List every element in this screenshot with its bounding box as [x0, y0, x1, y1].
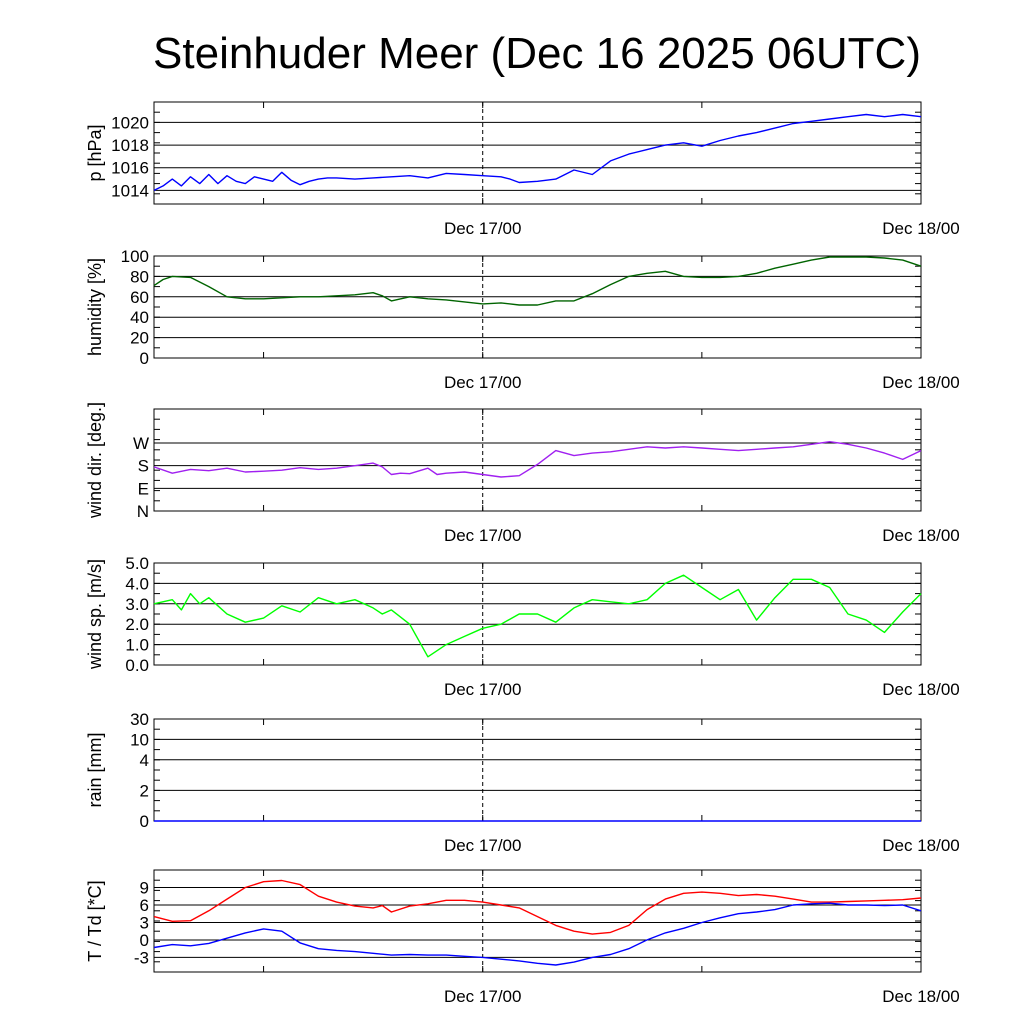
y-tick-label: 40 [130, 308, 149, 327]
y-tick-label: -3 [134, 948, 149, 967]
chart-title: Steinhuder Meer (Dec 16 2025 06UTC) [153, 29, 921, 78]
plot-frame [153, 718, 922, 822]
y-tick-label: 1014 [111, 181, 149, 200]
series-line-1 [153, 113, 922, 192]
y-tick-label: 1.0 [125, 636, 149, 655]
y-tick-label: 20 [130, 329, 149, 348]
plot-frame [153, 869, 922, 973]
y-tick-label: 60 [130, 288, 149, 307]
y-axis-label: T / Td [*C] [85, 880, 105, 961]
y-tick-label: 4 [140, 751, 149, 770]
y-axis-label: humidity [%] [85, 258, 105, 356]
x-tick-label: Dec 17/00 [444, 680, 522, 699]
x-tick-label: Dec 17/00 [444, 836, 522, 855]
y-tick-label: 9 [140, 878, 149, 897]
y-axis-label: wind sp. [m/s] [85, 559, 105, 670]
series-line-1 [153, 574, 922, 658]
plot-frame [153, 101, 922, 205]
y-tick-label: 2.0 [125, 615, 149, 634]
y-tick-label: 4.0 [125, 574, 149, 593]
y-tick-label: 3.0 [125, 595, 149, 614]
y-axis-label: p [hPa] [85, 124, 105, 181]
y-tick-label: 0 [140, 931, 149, 950]
x-tick-label: Dec 18/00 [882, 987, 960, 1006]
x-tick-label: Dec 17/00 [444, 526, 522, 545]
x-tick-label: Dec 17/00 [444, 373, 522, 392]
y-tick-label: 0 [140, 349, 149, 368]
plot-frame [153, 408, 922, 512]
series-line-1 [153, 441, 922, 478]
y-tick-label: 10 [130, 730, 149, 749]
series-line-2 [153, 902, 922, 966]
plot-frame [153, 562, 922, 666]
y-tick-label: 1020 [111, 113, 149, 132]
x-tick-label: Dec 18/00 [882, 680, 960, 699]
y-tick-label: 0.0 [125, 656, 149, 675]
y-tick-label: 5.0 [125, 554, 149, 573]
x-tick-label: Dec 18/00 [882, 373, 960, 392]
x-tick-label: Dec 17/00 [444, 987, 522, 1006]
panel-4: 0.01.0 2.03.0 4.05.0 wind sp. [m/s] Dec 17/0… [85, 554, 960, 699]
y-tick-label: S [138, 457, 149, 476]
y-tick-label: 1018 [111, 136, 149, 155]
y-tick-label: 3 [140, 913, 149, 932]
series-line-1 [153, 256, 922, 306]
y-tick-label: N [137, 502, 149, 521]
plot-frame [153, 255, 922, 359]
y-tick-label: W [133, 434, 149, 453]
y-axis-label: rain [mm] [85, 732, 105, 807]
x-tick-label: Dec 18/00 [882, 526, 960, 545]
x-tick-label: Dec 17/00 [444, 219, 522, 238]
y-tick-label: 2 [140, 781, 149, 800]
y-tick-label: 30 [130, 710, 149, 729]
y-axis-label: wind dir. [deg.] [85, 402, 105, 519]
y-tick-label: 1016 [111, 159, 149, 178]
panel-1: 1014 1016 1018 1020 p [hPa] Dec 17/00 Dec 18/0… [85, 101, 960, 238]
x-tick-label: Dec 18/00 [882, 836, 960, 855]
series-line-1 [153, 879, 922, 935]
y-tick-label: 100 [121, 247, 149, 266]
x-tick-label: Dec 18/00 [882, 219, 960, 238]
y-tick-label: 6 [140, 896, 149, 915]
y-tick-label: 0 [140, 812, 149, 831]
y-tick-label: 80 [130, 267, 149, 286]
y-tick-label: E [138, 479, 149, 498]
